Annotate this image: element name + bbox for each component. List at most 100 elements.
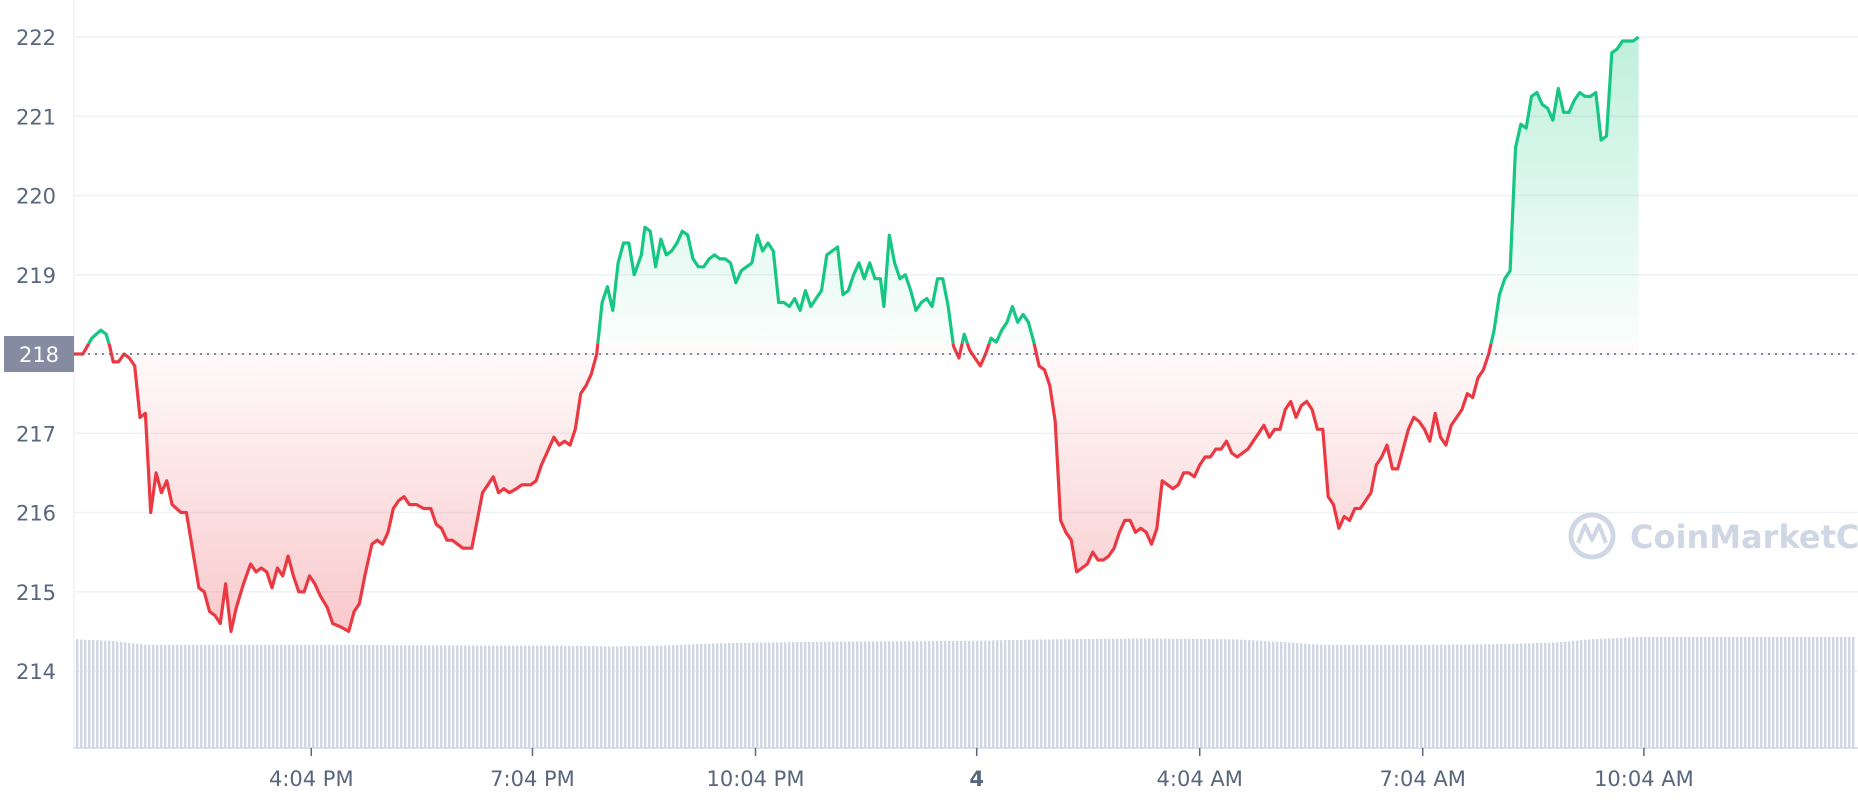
volume-bar [1388,644,1391,748]
volume-bar [1584,639,1587,748]
volume-bar [1408,644,1411,748]
volume-bar [760,642,763,748]
volume-bar [632,646,635,748]
volume-bar [576,645,579,748]
volume-bar [1572,640,1575,748]
volume-bar [1716,636,1719,748]
volume-bar [1632,637,1635,748]
volume-bar [80,639,83,748]
volume-bar [480,645,483,748]
volume-bar [1800,636,1803,748]
volume-bar [740,642,743,748]
volume-bar [848,641,851,748]
volume-bar [1124,638,1127,748]
volume-bar [1128,638,1131,748]
volume-bar [1256,640,1259,748]
volume-bar [1520,643,1523,748]
volume-bar [1080,639,1083,748]
volume-bar [620,646,623,748]
volume-bar [544,645,547,748]
volume-bar [264,644,267,748]
volume-bar [376,645,379,748]
volume-bar [528,645,531,748]
volume-bar [940,641,943,748]
volume-bar [100,640,103,748]
volume-bar [444,645,447,748]
volume-bar [1164,638,1167,748]
volume-bar [384,645,387,748]
volume-bar [1032,639,1035,748]
volume-bar [1192,638,1195,748]
volume-bar [1524,643,1527,748]
volume-bar [964,640,967,748]
volume-bar [220,644,223,748]
volume-bar [832,641,835,748]
volume-bar [880,641,883,748]
volume-bar [1784,636,1787,748]
volume-bar [1020,639,1023,748]
volume-bar [672,645,675,748]
volume-bar [464,645,467,748]
volume-bar [988,640,991,748]
volume-bar [836,641,839,748]
volume-bar [976,640,979,748]
volume-bar [352,644,355,748]
volume-bar [716,643,719,748]
volume-bar [1232,639,1235,748]
volume-bar [248,644,251,748]
volume-bar [1056,639,1059,748]
volume-bar [536,645,539,748]
volume-bar [1208,639,1211,748]
volume-bar [936,641,939,748]
volume-bar [564,645,567,748]
volume-bar [584,646,587,748]
volume-bar [112,641,115,748]
price-line-down [74,344,1493,633]
volume-bar [1096,638,1099,748]
volume-bar [204,644,207,748]
volume-bar [1456,644,1459,748]
volume-bar [1508,643,1511,748]
volume-bar [1492,644,1495,748]
volume-bar [1328,644,1331,748]
volume-bar [816,641,819,748]
volume-bar [1200,639,1203,748]
volume-bar [1116,638,1119,748]
volume-bar [180,644,183,748]
volume-bar [1372,644,1375,748]
volume-bar [172,644,175,748]
volume-bar [1700,636,1703,748]
volume-bar [148,644,151,748]
volume-bar [508,645,511,748]
volume-bar [1608,638,1611,748]
y-tick-label: 217 [16,422,56,446]
volume-bar [1720,636,1723,748]
volume-bar [1628,637,1631,748]
volume-bar [1812,636,1815,748]
volume-bar [1536,643,1539,748]
volume-bar [460,645,463,748]
volume-bar [696,644,699,748]
volume-bar [1552,642,1555,748]
volume-bar [1100,638,1103,748]
volume-bar [424,645,427,748]
volume-bar [944,641,947,748]
volume-bar [752,642,755,748]
volume-bar [708,643,711,748]
volume-bar [992,640,995,748]
volume-bars [76,636,1855,748]
volume-bar [648,645,651,748]
volume-bar [828,641,831,748]
volume-bar [664,645,667,748]
volume-bar [1248,640,1251,748]
x-tick-label: 7:04 PM [490,767,575,791]
volume-bar [780,642,783,748]
volume-bar [1472,644,1475,748]
volume-bar [260,644,263,748]
volume-bar [588,646,591,748]
volume-bar [272,644,275,748]
volume-bar [1760,636,1763,748]
y-tick-label: 219 [16,264,56,288]
volume-bar [1312,644,1315,748]
volume-bar [844,641,847,748]
